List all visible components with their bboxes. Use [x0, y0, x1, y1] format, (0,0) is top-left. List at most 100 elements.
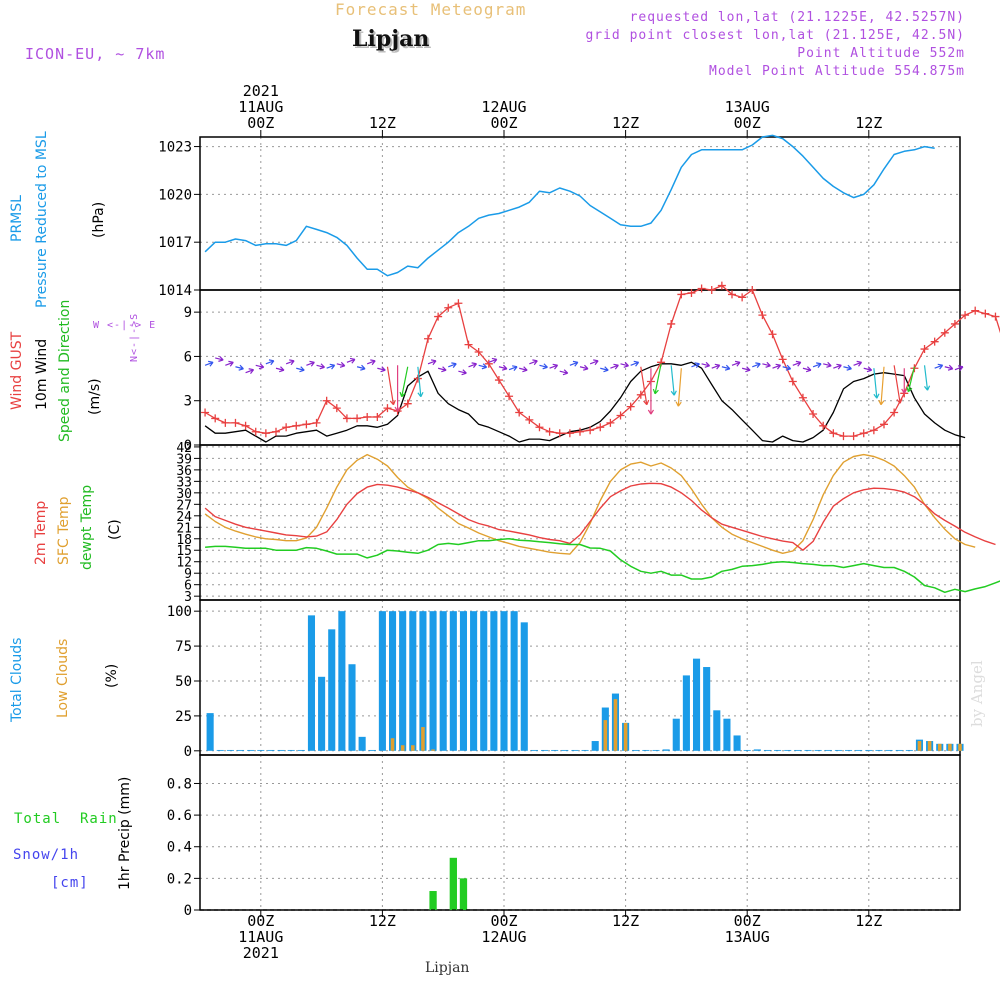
total-cloud-bar: [885, 749, 893, 751]
wind-arrow: [458, 369, 467, 376]
total-cloud-bar: [794, 749, 802, 751]
wind-arrow: [285, 359, 295, 366]
time-label-top: 12Z: [855, 114, 882, 132]
wind-arrow: [802, 366, 812, 373]
low-cloud-bar: [411, 745, 415, 751]
total-cloud-bar: [500, 611, 508, 751]
time-label-top: 00Z: [247, 114, 274, 132]
low-cloud-bar: [623, 722, 628, 751]
wind-arrow: [316, 363, 325, 370]
total-cloud-bar: [490, 611, 498, 751]
total-cloud-bar: [510, 611, 518, 751]
total-cloud-bar: [713, 710, 721, 751]
ytick-label-temp: 24: [176, 510, 192, 525]
wind-arrow: [377, 366, 386, 373]
total-cloud-bar: [480, 611, 488, 751]
wind-arrow: [204, 360, 214, 367]
total-cloud-bar: [824, 749, 832, 751]
wind-gust-marker: [758, 311, 767, 320]
wind-arrow: [691, 362, 700, 369]
wind-arrow: [448, 362, 457, 369]
total-cloud-bar: [733, 735, 741, 751]
wind-arrow: [782, 364, 792, 371]
wind-gust-marker: [282, 423, 291, 432]
wind-gust-marker: [940, 328, 949, 337]
wind-arrow: [701, 361, 711, 368]
wind-arrow: [366, 359, 376, 366]
total-cloud-bar: [561, 749, 569, 751]
wind-arrow: [863, 366, 873, 373]
total-cloud-bar: [358, 736, 366, 751]
wind-gust-marker: [809, 410, 818, 418]
wind-gust-marker: [738, 293, 747, 302]
wind-arrow: [296, 366, 305, 373]
low-cloud-bar: [937, 743, 942, 751]
total-cloud-bar: [571, 749, 579, 751]
total-cloud-bar: [703, 667, 711, 751]
wind-gust-marker: [332, 404, 341, 413]
ytick-label-precip: 0.6: [167, 808, 192, 824]
wind-arrow: [620, 361, 629, 368]
ytick-label-wind: 9: [184, 305, 192, 321]
wind-gust-marker: [474, 348, 483, 356]
wind-gust-marker: [839, 432, 848, 441]
wind-gust-marker: [748, 286, 757, 294]
ytick-label-precip: 0.2: [167, 871, 192, 887]
total-cloud-bar: [642, 749, 650, 751]
temp-2m-line: [204, 482, 996, 551]
ytick-label-temp: 15: [176, 544, 192, 559]
rain-bar: [449, 857, 457, 910]
ytick-label-temp: 9: [184, 567, 192, 582]
wind-arrow: [336, 361, 346, 368]
wind-compass-we: W <-|-> E: [93, 320, 157, 331]
total-cloud-bar: [277, 749, 285, 751]
wind-gust-marker: [707, 286, 716, 294]
wind-gust-marker: [211, 414, 220, 423]
wind-arrow: [721, 364, 731, 371]
wind-arrow: [275, 366, 285, 373]
time-label-bottom: 12Z: [855, 912, 882, 930]
time-label-bottom: 12AUG: [481, 928, 526, 946]
total-cloud-bar: [814, 749, 822, 751]
wind-gust-marker: [292, 421, 301, 430]
total-cloud-bar: [206, 713, 214, 751]
wind-arrow: [853, 360, 863, 367]
time-label-bottom: 00Z: [247, 912, 274, 930]
wind-gust-marker: [829, 429, 838, 438]
wind-10m-line: [204, 361, 966, 443]
wind-arrow: [508, 365, 518, 372]
total-cloud-bar: [449, 611, 457, 751]
wind-arrow: [326, 363, 336, 370]
wind-arrow: [356, 364, 366, 371]
wind-arrow: [843, 364, 852, 371]
wind-gust-marker: [920, 345, 929, 354]
wind-gust-marker: [606, 418, 615, 427]
ytick-label-cloud: 50: [175, 674, 192, 690]
wind-arrow: [589, 359, 599, 366]
wind-gust-marker: [373, 412, 382, 421]
total-cloud-bar: [540, 749, 549, 751]
wind-arrow: [823, 361, 832, 368]
wind-arrow: [934, 363, 944, 370]
low-cloud-bar: [958, 743, 962, 751]
wind-arrow: [954, 365, 964, 372]
total-cloud-bar: [459, 611, 468, 751]
wind-arrow: [539, 363, 548, 370]
wind-gust-marker: [636, 390, 645, 399]
total-cloud-bar: [774, 749, 782, 751]
wind-gust-marker: [768, 330, 777, 339]
model-altitude: Model Point Altitude 554.875m: [709, 64, 965, 79]
model-label: ICON-EU, ~ 7km: [25, 45, 166, 63]
wind-gust-marker: [363, 412, 372, 421]
ytick-label-pressure: 1020: [158, 187, 192, 203]
wind-gust-marker: [434, 312, 443, 321]
total-cloud-bar: [236, 749, 245, 751]
ytick-label-pressure: 1014: [158, 283, 192, 299]
wind-gust-marker: [798, 393, 807, 402]
point-altitude: Point Altitude 552m: [797, 46, 965, 61]
ytick-label-precip: 0.4: [167, 840, 192, 856]
ytick-label-temp: 12: [176, 556, 192, 571]
total-cloud-bar: [328, 629, 336, 751]
time-label-bottom: 11AUG: [238, 928, 283, 946]
total-cloud-bar: [844, 749, 853, 751]
